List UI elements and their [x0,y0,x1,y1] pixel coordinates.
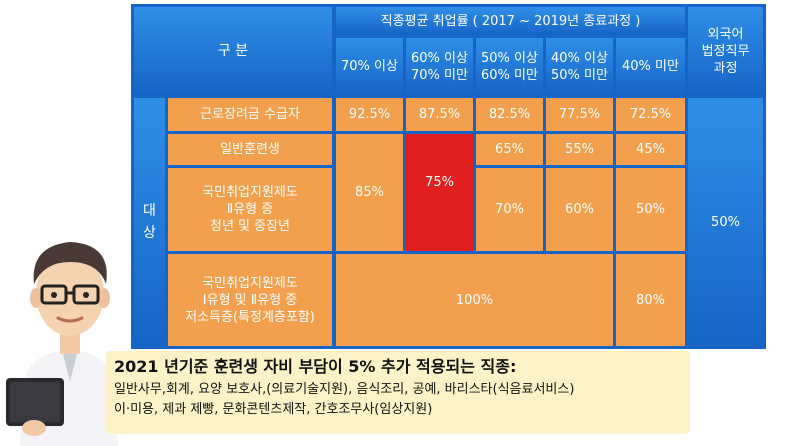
table-cell: 87.5% [406,98,473,131]
column-header-under-40: 40% 미만 [616,38,685,95]
table-cell: 77.5% [546,98,613,131]
table-cell: 55% [546,134,613,165]
column-header-60-70: 60% 이상 70% 미만 [406,38,473,95]
row-label-general-trainee: 일반훈련생 [168,134,332,165]
highlight-cell-75: 75% [406,134,473,251]
table-cell: 60% [546,168,613,251]
table-cell: 82.5% [476,98,543,131]
caption-title: 2021 년기준 훈련생 자비 부담이 5% 추가 적용되는 직종: [114,357,517,376]
column-header-70-plus: 70% 이상 [336,38,403,95]
row-label-low-income: 국민취업지원제도 Ⅰ유형 및 Ⅱ유형 중 저소득층(특정계층포함) [168,254,332,346]
merged-cell-85: 85% [336,134,403,251]
table-cell: 65% [476,134,543,165]
table-cell: 92.5% [336,98,403,131]
foreign-job-value: 50% [688,98,763,346]
table-cell: 50% [616,168,685,251]
column-header-50-60: 50% 이상 60% 미만 [476,38,543,95]
row-label-earned-income: 근로장려금 수급자 [168,98,332,131]
presenter-illustration [6,242,118,446]
merged-cell-100: 100% [336,254,613,346]
table-cell: 72.5% [616,98,685,131]
employment-rate-header: 직종평균 취업률 ( 2017 ~ 2019년 종료과정 ) [336,7,685,35]
foreign-job-header: 외국어 법정직무 과정 [688,7,763,95]
table-cell: 80% [616,254,685,346]
caption-box: 2021 년기준 훈련생 자비 부담이 5% 추가 적용되는 직종: 일반사무,… [106,351,690,434]
row-label-type2-youth: 국민취업지원제도 Ⅱ유형 중 청년 및 중장년 [168,168,332,251]
table-cell: 45% [616,134,685,165]
table-cell: 70% [476,168,543,251]
caption-line-1: 일반사무,회계, 요양 보호사,(의료기술지원), 음식조리, 공예, 바리스타… [114,382,575,397]
caption-line-2: 이·미용, 제과 제빵, 문화콘텐츠제작, 간호조무사(임상지원) [114,402,433,417]
category-header: 구 분 [134,7,332,95]
target-label: 대 상 [134,98,165,346]
column-header-40-50: 40% 이상 50% 미만 [546,38,613,95]
